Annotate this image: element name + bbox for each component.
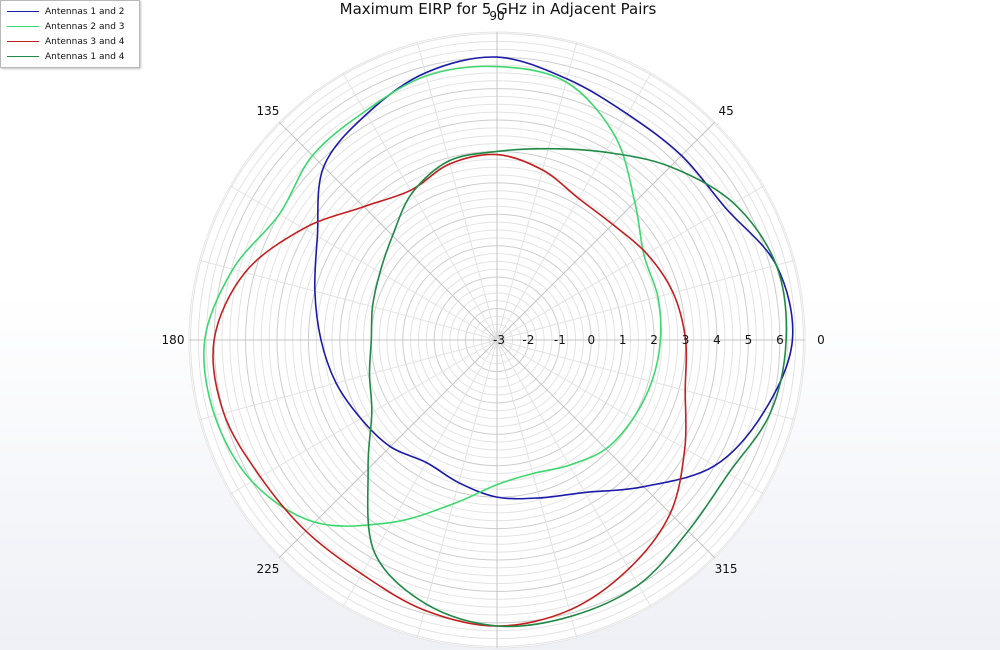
legend-label: Antennas 1 and 4 xyxy=(45,51,125,62)
grid-spoke xyxy=(416,42,498,341)
series-line-4 xyxy=(366,147,788,628)
radial-tick-label: 0 xyxy=(587,333,595,347)
grid-spoke xyxy=(496,73,652,341)
grid-spoke xyxy=(496,259,795,341)
grid-spoke xyxy=(342,73,498,341)
grid-spoke xyxy=(230,185,498,341)
radial-tick-label: 4 xyxy=(713,333,721,347)
angle-tick-label: 180 xyxy=(162,333,185,347)
legend-item: Antennas 3 and 4 xyxy=(1,34,139,49)
angle-tick-label: 90 xyxy=(489,9,504,23)
grid-spoke xyxy=(496,339,795,421)
grid-spoke xyxy=(496,339,578,638)
legend-item: Antennas 1 and 4 xyxy=(1,49,139,64)
radial-tick-label: 1 xyxy=(619,333,627,347)
radial-tick-label: -3 xyxy=(493,333,505,347)
legend-swatch xyxy=(7,11,39,12)
grid-spoke xyxy=(416,339,498,638)
grid-spoke xyxy=(342,339,498,607)
legend-item: Antennas 2 and 3 xyxy=(1,19,139,34)
angle-tick-label: 225 xyxy=(256,562,279,576)
series-line-2 xyxy=(203,65,662,527)
angle-tick-label: 135 xyxy=(256,104,279,118)
grid-spoke xyxy=(496,339,764,495)
series-line-3 xyxy=(212,153,688,627)
radial-tick-label: 3 xyxy=(682,333,690,347)
grid-spoke xyxy=(496,185,764,341)
radial-tick-label: 2 xyxy=(650,333,658,347)
grid-spoke xyxy=(496,339,652,607)
legend: Antennas 1 and 2 Antennas 2 and 3 Antennas… xyxy=(0,0,140,68)
angle-tick-label: 0 xyxy=(817,333,825,347)
legend-swatch xyxy=(7,41,39,42)
angle-tick-label: 45 xyxy=(718,104,733,118)
radial-tick-label: 6 xyxy=(776,333,784,347)
series-layer xyxy=(203,56,794,628)
polar-grid xyxy=(188,31,806,649)
grid-spoke xyxy=(278,339,498,559)
grid-spoke xyxy=(199,259,498,341)
angle-tick-label: 315 xyxy=(715,562,738,576)
angle-tick-labels: 04590135180225270315 xyxy=(162,9,825,576)
grid-spoke xyxy=(496,121,716,341)
legend-item: Antennas 1 and 2 xyxy=(1,4,139,19)
radial-tick-label: -2 xyxy=(522,333,534,347)
legend-swatch xyxy=(7,56,39,57)
grid-spoke xyxy=(496,42,578,341)
radial-tick-label: -1 xyxy=(554,333,566,347)
radial-tick-labels: -3 -2 -1 0 1 2 3 4 5 6 xyxy=(493,333,784,347)
legend-label: Antennas 1 and 2 xyxy=(45,6,125,17)
series-line-1 xyxy=(313,56,794,500)
legend-swatch xyxy=(7,26,39,27)
legend-label: Antennas 2 and 3 xyxy=(45,21,125,32)
grid-spoke xyxy=(199,339,498,421)
chart-title: Maximum EIRP for 5 GHz in Adjacent Pairs xyxy=(340,0,657,18)
radial-tick-label: 5 xyxy=(745,333,753,347)
legend-label: Antennas 3 and 4 xyxy=(45,36,125,47)
grid-spoke xyxy=(230,339,498,495)
grid-spoke xyxy=(278,121,498,341)
